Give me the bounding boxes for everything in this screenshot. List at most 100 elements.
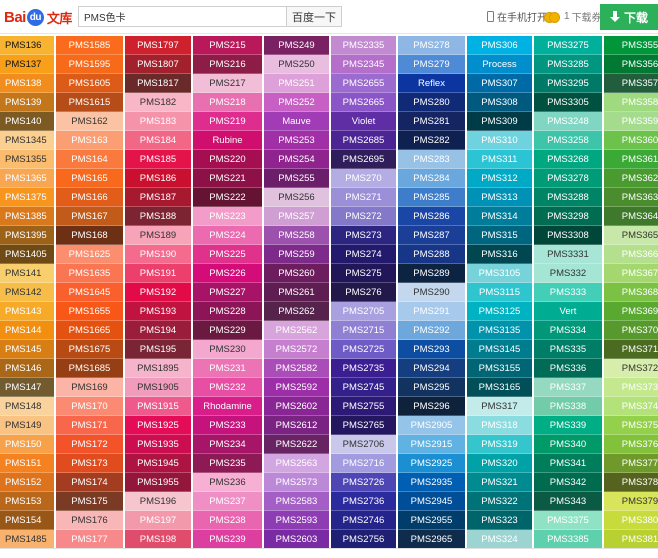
color-swatch: PMS172 bbox=[56, 435, 123, 454]
color-swatch: PMS356 bbox=[604, 55, 658, 74]
color-swatch: PMS232 bbox=[193, 378, 262, 397]
color-swatch: PMS198 bbox=[125, 530, 191, 549]
color-swatch: PMS2655 bbox=[331, 74, 396, 93]
color-swatch: PMS2765 bbox=[331, 416, 396, 435]
color-swatch: PMS186 bbox=[125, 169, 191, 188]
color-swatch: PMS324 bbox=[467, 530, 532, 549]
color-swatch: PMS258 bbox=[264, 226, 329, 245]
color-swatch: PMS307 bbox=[467, 74, 532, 93]
color-swatch: PMS289 bbox=[398, 264, 465, 283]
color-swatch: PMS173 bbox=[56, 454, 123, 473]
color-swatch: PMS310 bbox=[467, 131, 532, 150]
color-swatch: PMS3298 bbox=[534, 207, 602, 226]
color-swatch: PMS2665 bbox=[331, 93, 396, 112]
color-swatch: PMS3331 bbox=[534, 245, 602, 264]
color-swatch: PMS253 bbox=[264, 131, 329, 150]
color-swatch: PMS218 bbox=[193, 93, 262, 112]
color-swatch: PMS1895 bbox=[125, 359, 191, 378]
color-swatch: PMS3125 bbox=[467, 302, 532, 321]
color-swatch: PMS282 bbox=[398, 131, 465, 150]
color-swatch: PMS1355 bbox=[0, 150, 54, 169]
color-swatch: PMS1385 bbox=[0, 207, 54, 226]
color-swatch: PMS2622 bbox=[264, 435, 329, 454]
color-swatch: PMS250 bbox=[264, 55, 329, 74]
color-swatch: PMS193 bbox=[125, 302, 191, 321]
color-swatch: PMS166 bbox=[56, 188, 123, 207]
color-swatch: PMS170 bbox=[56, 397, 123, 416]
color-swatch: PMS3278 bbox=[534, 169, 602, 188]
color-swatch: PMS367 bbox=[604, 264, 658, 283]
color-swatch: PMS142 bbox=[0, 283, 54, 302]
color-swatch: PMS197 bbox=[125, 511, 191, 530]
color-swatch: PMS219 bbox=[193, 112, 262, 131]
color-swatch: PMS3258 bbox=[534, 131, 602, 150]
color-swatch: PMS216 bbox=[193, 55, 262, 74]
color-swatch: PMS145 bbox=[0, 340, 54, 359]
search-input[interactable] bbox=[78, 6, 286, 27]
color-swatch: PMS2726 bbox=[331, 473, 396, 492]
color-swatch: PMS221 bbox=[193, 169, 262, 188]
color-swatch: PMS184 bbox=[125, 131, 191, 150]
color-swatch: PMS225 bbox=[193, 245, 262, 264]
color-swatch: PMS290 bbox=[398, 283, 465, 302]
color-swatch: PMS318 bbox=[467, 416, 532, 435]
color-swatch: PMS231 bbox=[193, 359, 262, 378]
color-swatch: PMS360 bbox=[604, 131, 658, 150]
color-swatch: PMS359 bbox=[604, 112, 658, 131]
color-swatch: PMS262 bbox=[264, 302, 329, 321]
color-swatch: PMS154 bbox=[0, 511, 54, 530]
color-swatch: PMS3268 bbox=[534, 150, 602, 169]
color-swatch: PMS3145 bbox=[467, 340, 532, 359]
color-swatch: PMS343 bbox=[534, 492, 602, 511]
color-swatch: PMS196 bbox=[125, 492, 191, 511]
color-swatch: PMS358 bbox=[604, 93, 658, 112]
color-swatch: PMS309 bbox=[467, 112, 532, 131]
color-swatch: PMS236 bbox=[193, 473, 262, 492]
color-swatch: PMS220 bbox=[193, 150, 262, 169]
color-swatch: PMS1915 bbox=[125, 397, 191, 416]
color-swatch: PMS355 bbox=[604, 36, 658, 55]
color-swatch: PMS174 bbox=[56, 473, 123, 492]
search-button[interactable]: 百度一下 bbox=[286, 6, 342, 27]
color-swatch: Process bbox=[467, 55, 532, 74]
color-swatch: PMS2746 bbox=[331, 511, 396, 530]
color-swatch: PMS215 bbox=[193, 36, 262, 55]
color-swatch: PMS288 bbox=[398, 245, 465, 264]
color-swatch: PMS191 bbox=[125, 264, 191, 283]
color-swatch: Reflex bbox=[398, 74, 465, 93]
top-bar: Bai du 文库 百度一下 在手机打开 1 下载券 下载 bbox=[0, 0, 658, 34]
color-swatch: PMS1645 bbox=[56, 283, 123, 302]
download-icon bbox=[609, 11, 620, 23]
color-swatch: PMS380 bbox=[604, 511, 658, 530]
color-swatch: PMS169 bbox=[56, 378, 123, 397]
color-swatch: PMS2705 bbox=[331, 302, 396, 321]
color-swatch: PMS1485 bbox=[0, 530, 54, 549]
color-swatch: PMS3285 bbox=[534, 55, 602, 74]
color-swatch: PMS1635 bbox=[56, 264, 123, 283]
color-swatch: PMS3375 bbox=[534, 511, 602, 530]
color-swatch: PMS3288 bbox=[534, 188, 602, 207]
color-swatch: PMS294 bbox=[398, 359, 465, 378]
color-swatch: PMS286 bbox=[398, 207, 465, 226]
color-swatch: PMS323 bbox=[467, 511, 532, 530]
color-swatch: PMS2573 bbox=[264, 473, 329, 492]
open-on-phone-link[interactable]: 在手机打开 bbox=[487, 9, 547, 24]
color-swatch: PMS334 bbox=[534, 321, 602, 340]
color-swatch: PMS3385 bbox=[534, 530, 602, 549]
color-swatch: PMS190 bbox=[125, 245, 191, 264]
color-swatch: PMS1595 bbox=[56, 55, 123, 74]
color-swatch: PMS308 bbox=[467, 93, 532, 112]
color-swatch: PMS164 bbox=[56, 150, 123, 169]
color-swatch: PMS252 bbox=[264, 93, 329, 112]
download-button[interactable]: 下载 bbox=[600, 4, 658, 30]
color-swatch: PMS287 bbox=[398, 226, 465, 245]
color-swatch: PMS3275 bbox=[534, 36, 602, 55]
color-swatch: PMS260 bbox=[264, 264, 329, 283]
color-swatch: PMS3165 bbox=[467, 378, 532, 397]
baidu-wenku-logo[interactable]: Bai du 文库 bbox=[4, 7, 72, 27]
color-swatch: PMS2593 bbox=[264, 511, 329, 530]
color-swatch: PMS1405 bbox=[0, 245, 54, 264]
color-swatch: PMS2335 bbox=[331, 36, 396, 55]
color-swatch: PMS2965 bbox=[398, 530, 465, 549]
color-swatch: PMS183 bbox=[125, 112, 191, 131]
